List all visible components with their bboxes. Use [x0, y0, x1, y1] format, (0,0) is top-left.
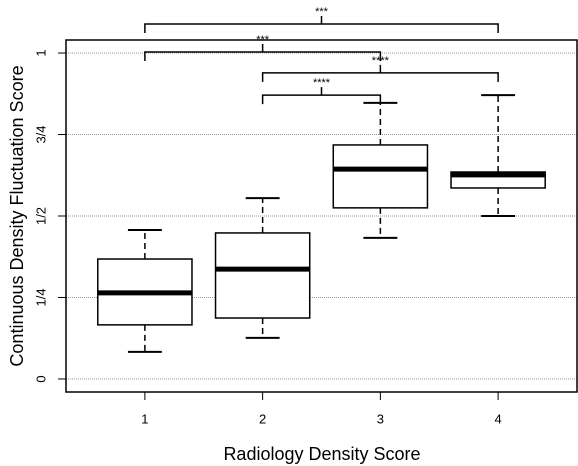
significance-bracket: [144, 44, 382, 62]
significance-label: ****: [372, 55, 390, 67]
x-tick-label: 3: [377, 411, 384, 426]
y-tick-label: 0: [33, 375, 48, 382]
significance-bracket: [261, 64, 499, 82]
y-tick-label: 3/4: [33, 125, 48, 143]
significance-label: ****: [313, 77, 331, 89]
significance-bracket: [261, 87, 382, 105]
significance-label: ***: [256, 34, 270, 46]
box: [332, 144, 429, 209]
y-tick-label: 1/4: [33, 288, 48, 306]
significance-label: ***: [315, 6, 329, 18]
y-axis-title: Continuous Density Fluctuation Score: [7, 65, 27, 366]
x-tick-label: 2: [259, 411, 266, 426]
x-tick-label: 1: [141, 411, 148, 426]
y-tick-label: 1: [33, 49, 48, 56]
box: [214, 232, 311, 319]
y-tick-label: 1/2: [33, 207, 48, 225]
plot-frame: [65, 39, 578, 393]
x-tick-label: 4: [494, 411, 501, 426]
x-axis-title: Radiology Density Score: [223, 444, 420, 464]
significance-bracket: [144, 16, 499, 34]
